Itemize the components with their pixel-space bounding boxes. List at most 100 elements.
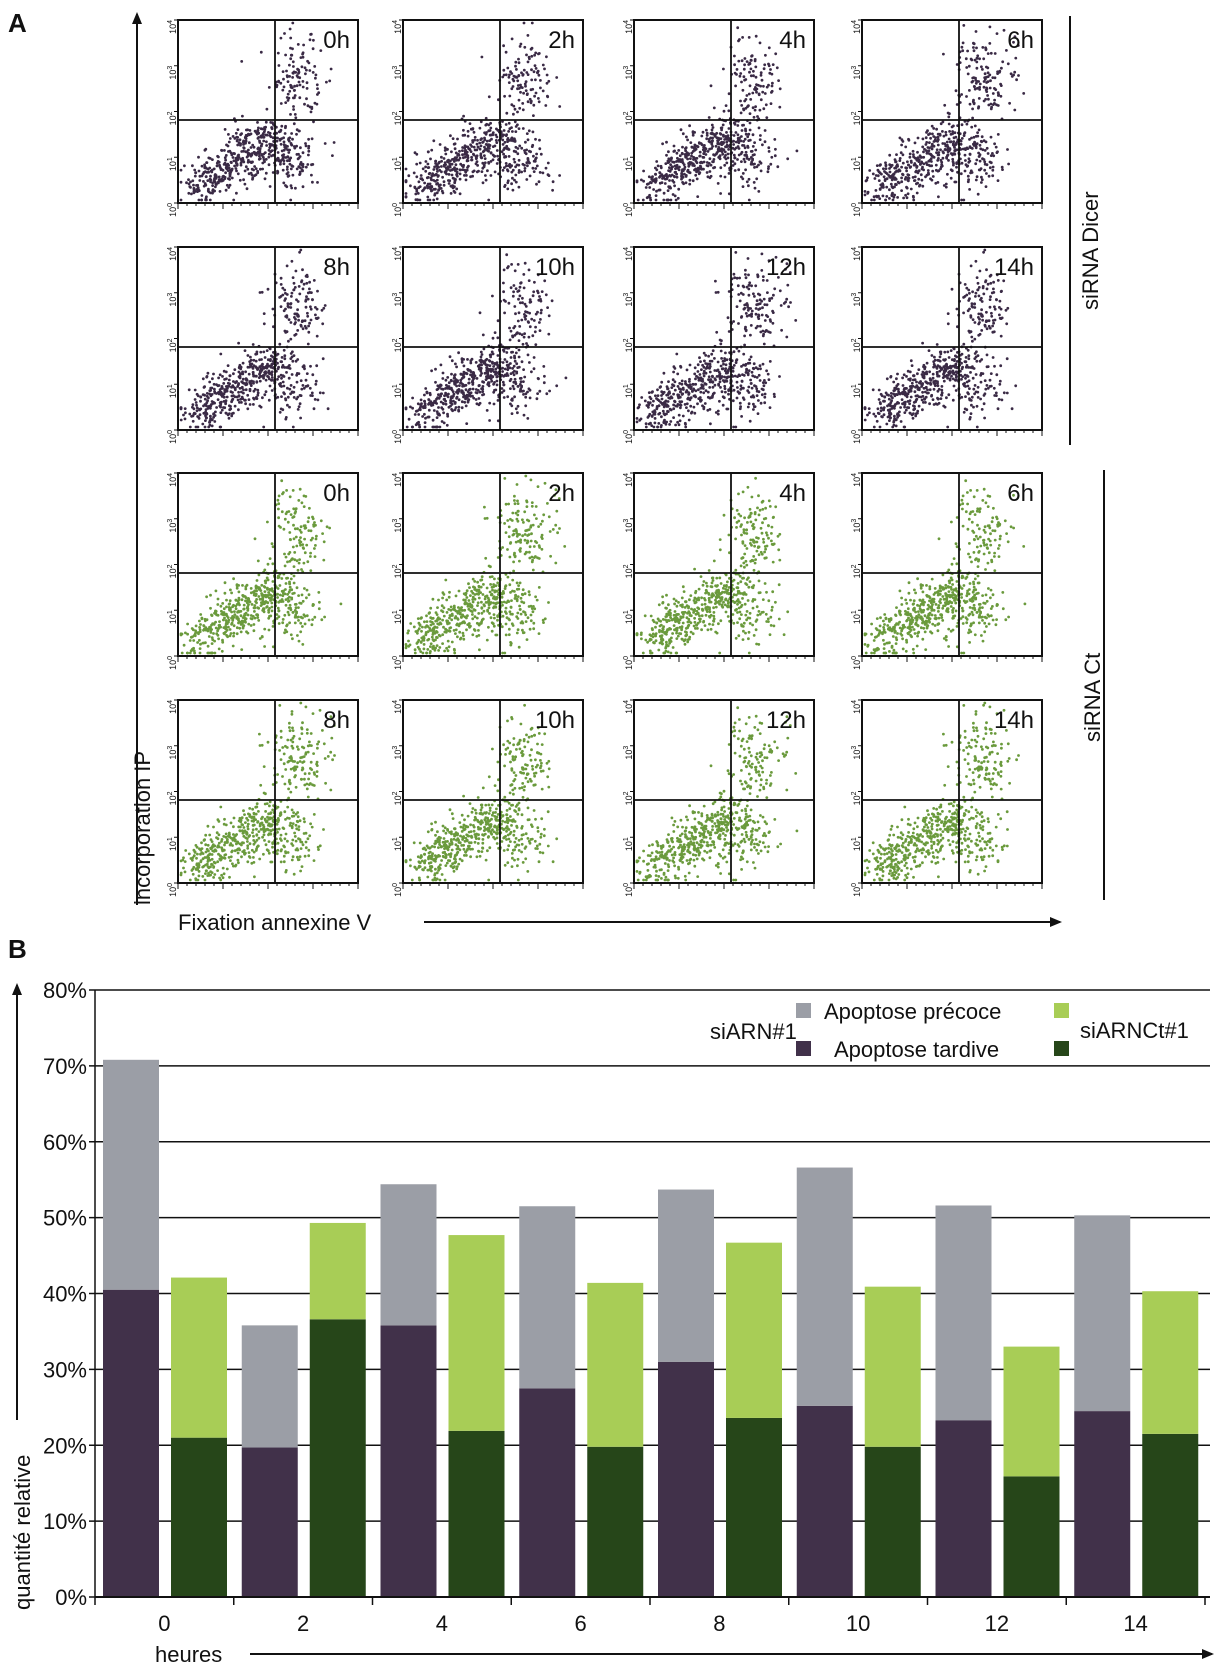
flow-dot: [512, 290, 515, 293]
flow-dot: [749, 307, 752, 310]
flow-dot: [727, 157, 730, 160]
flow-dot: [974, 125, 977, 128]
flow-dot: [945, 183, 948, 186]
flow-dot: [211, 184, 214, 187]
flow-dot: [296, 372, 299, 375]
flow-dot: [462, 384, 465, 387]
flow-dot: [306, 87, 309, 90]
flow-dot: [517, 75, 520, 78]
flow-dot: [515, 382, 518, 385]
flow-dot: [726, 358, 729, 361]
flow-dot: [218, 161, 221, 164]
flow-dot: [316, 93, 319, 96]
flow-dot: [995, 392, 998, 395]
flow-dot: [433, 409, 436, 412]
flow-dot: [891, 179, 894, 182]
flow-dot: [983, 139, 986, 142]
flow-dot: [652, 188, 655, 191]
flow-dot: [198, 179, 201, 182]
flow-dot: [236, 164, 239, 167]
flow-dot: [221, 409, 224, 412]
flow-dot: [537, 291, 540, 294]
flow-dot: [530, 318, 533, 321]
flow-dot: [783, 302, 786, 305]
flow-dot: [505, 374, 508, 377]
flow-dot: [534, 64, 537, 67]
flow-dot: [924, 175, 927, 178]
flow-dot: [298, 96, 301, 99]
flow-dot: [725, 363, 728, 366]
flow-dot: [909, 156, 912, 159]
flow-dot: [755, 35, 758, 38]
flow-dot: [904, 194, 907, 197]
flow-dot: [889, 171, 892, 174]
flow-dot: [932, 175, 935, 178]
flow-dot: [188, 413, 191, 416]
flow-dot: [1015, 78, 1018, 81]
flow-dot: [704, 402, 707, 405]
flow-dot: [445, 379, 448, 382]
flow-dot: [978, 129, 981, 132]
flow-dot: [990, 108, 993, 111]
flow-dot: [311, 373, 314, 376]
flow-dot: [752, 408, 755, 411]
flow-dot: [492, 353, 495, 356]
flow-dot: [231, 177, 234, 180]
flow-dot: [758, 315, 761, 318]
flow-dot: [238, 141, 241, 144]
flow-dot: [488, 139, 491, 142]
flow-dot: [642, 170, 645, 173]
flow-dot: [463, 174, 466, 177]
flow-dot: [489, 134, 492, 137]
flow-dot: [208, 381, 211, 384]
flow-dot: [192, 184, 195, 187]
flow-dot: [986, 384, 989, 387]
flow-dot: [699, 360, 702, 363]
flow-dot: [694, 174, 697, 177]
flow-dot: [740, 104, 743, 107]
flow-dot: [992, 92, 995, 95]
flow-dot: [280, 305, 283, 308]
flow-dot: [752, 70, 755, 73]
flow-dot: [448, 166, 451, 169]
flow-dot: [197, 416, 200, 419]
flow-dot: [978, 318, 981, 321]
flow-dot: [202, 171, 205, 174]
flow-dot: [654, 413, 657, 416]
flow-dot: [489, 364, 492, 367]
flow-dot: [950, 177, 953, 180]
flow-dot: [183, 164, 186, 167]
flow-dot: [912, 199, 915, 202]
flow-dot: [753, 295, 756, 298]
flow-dot: [539, 87, 542, 90]
flow-dot: [511, 38, 514, 41]
flow-dot: [660, 394, 663, 397]
flow-dot: [297, 315, 300, 318]
flow-dot: [736, 26, 739, 29]
flow-dot: [455, 366, 458, 369]
flow-dot: [990, 52, 993, 55]
flow-dot: [230, 154, 233, 157]
flow-dot: [250, 146, 253, 149]
flow-dot: [211, 377, 214, 380]
flow-dot: [405, 408, 408, 411]
flow-dot: [288, 318, 291, 321]
flow-dot: [763, 384, 766, 387]
flow-dot: [749, 122, 752, 125]
flow-dot: [709, 381, 712, 384]
flow-dot: [489, 127, 492, 130]
flow-dot: [697, 397, 700, 400]
flow-dot: [482, 393, 485, 396]
flow-dot: [256, 351, 259, 354]
flow-dot: [749, 379, 752, 382]
flow-dot: [436, 410, 439, 413]
flow-dot: [251, 161, 254, 164]
flow-dot: [503, 269, 506, 272]
flow-dot: [525, 161, 528, 164]
flow-dot: [227, 177, 230, 180]
flow-dot: [733, 364, 736, 367]
flow-dot: [310, 106, 313, 109]
flow-dot: [230, 161, 233, 164]
flow-dot: [505, 133, 508, 136]
